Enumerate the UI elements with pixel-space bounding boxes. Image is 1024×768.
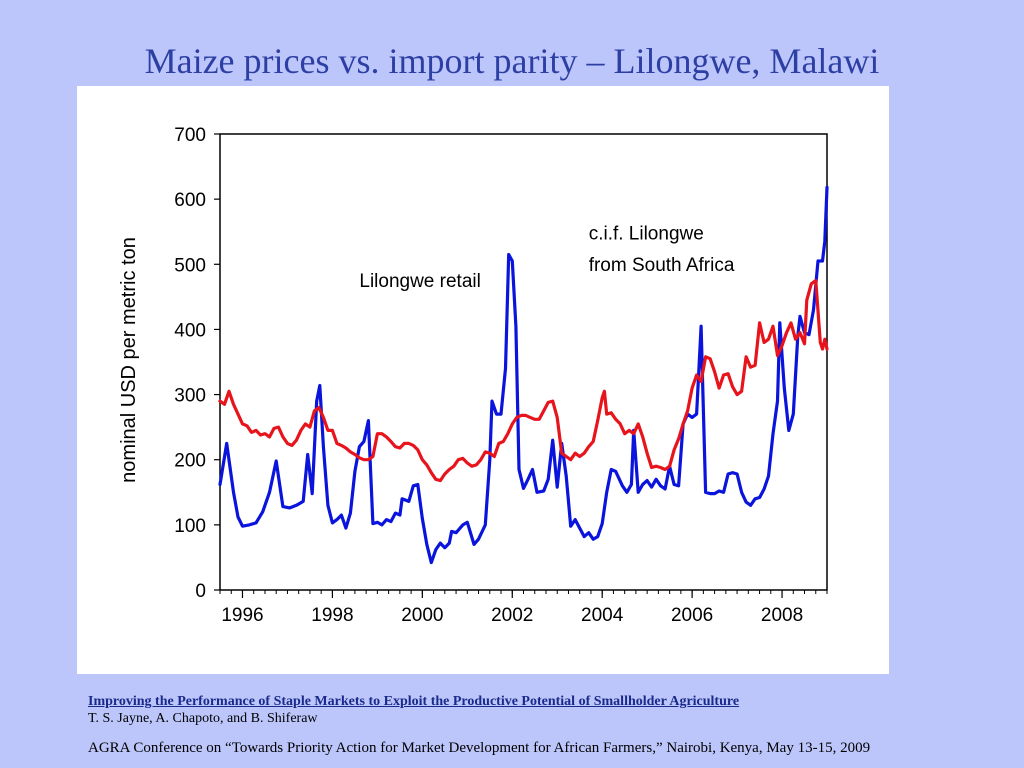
annotations: Lilongwe retail c.i.f. Lilongwe from South… xyxy=(359,224,734,293)
y-tick-label: 500 xyxy=(174,255,206,276)
y-tick-label: 100 xyxy=(174,516,206,537)
x-tick-label: 1996 xyxy=(221,605,263,626)
chart-annotation: from South Africa xyxy=(589,255,735,276)
axes xyxy=(214,133,828,598)
y-tick-label: 0 xyxy=(195,581,206,602)
x-tick-label: 1998 xyxy=(311,605,353,626)
footer-citation: Improving the Performance of Staple Mark… xyxy=(88,694,740,709)
y-axis-title: nominal USD per metric ton xyxy=(118,237,140,483)
line-chart: Lilongwe retail c.i.f. Lilongwe from South… xyxy=(118,125,829,626)
series-layer xyxy=(218,185,829,565)
x-tick-label: 2002 xyxy=(491,605,533,626)
footer-conference: AGRA Conference on “Towards Priority Act… xyxy=(88,740,871,756)
chart-panel: Lilongwe retail c.i.f. Lilongwe from South… xyxy=(77,86,889,674)
x-tick-label: 2000 xyxy=(401,605,443,626)
x-tick-label: 2008 xyxy=(761,605,803,626)
y-tick-label: 200 xyxy=(174,451,206,472)
y-tick-label: 300 xyxy=(174,386,206,407)
slide-title: Maize prices vs. import parity – Lilongw… xyxy=(144,41,880,81)
x-tick-label: 2006 xyxy=(671,605,713,626)
axis-labels: 0 100 200 300 400 500 600 700 1996 1998 2000 2002 20… xyxy=(118,125,803,626)
plot-frame xyxy=(219,133,828,591)
series-line-lilongwe-retail xyxy=(218,279,829,483)
y-tick-label: 400 xyxy=(174,320,206,341)
x-tick-label: 2004 xyxy=(581,605,624,626)
footer-authors: T. S. Jayne, A. Chapoto, and B. Shiferaw xyxy=(88,711,318,726)
series-line-cif-lilongwe xyxy=(218,185,829,565)
y-tick-label: 700 xyxy=(174,125,206,146)
chart-annotation: Lilongwe retail xyxy=(359,271,480,292)
chart-annotation: c.i.f. Lilongwe xyxy=(589,224,704,245)
y-tick-label: 600 xyxy=(174,190,206,211)
